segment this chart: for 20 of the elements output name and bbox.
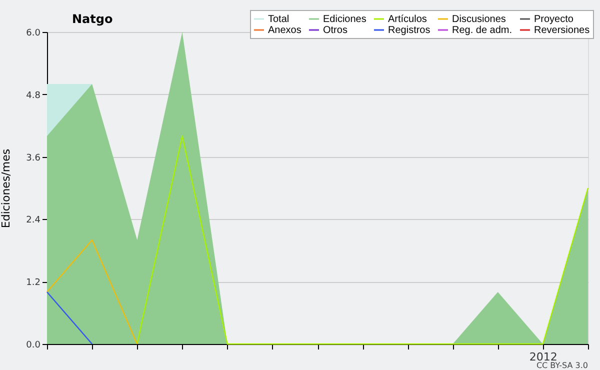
y-tick-label: 1.2 [26, 278, 40, 288]
legend-label: Anexos [268, 25, 302, 36]
y-tick-label: 6.0 [26, 28, 41, 38]
legend-label: Reg. de adm. [452, 25, 512, 36]
chart-title: Natgo [72, 12, 113, 26]
text: CC BY-SA 3.0 [536, 361, 588, 370]
y-tick-label: 3.6 [26, 153, 41, 164]
legend-label: Total [268, 14, 290, 25]
legend-label: Ediciones [323, 14, 366, 25]
legend-label: Registros [388, 25, 430, 36]
y-tick-label: 2.4 [26, 216, 41, 226]
y-tick-label: 0.0 [26, 340, 41, 350]
legend-label: Reversiones [534, 25, 590, 36]
legend-label: Proyecto [534, 14, 574, 25]
y-tick-label: 4.8 [26, 90, 41, 101]
y-axis-title: Ediciones/mes [0, 148, 12, 228]
legend-label: Discusiones [452, 14, 506, 25]
legend-label: Artículos [388, 14, 427, 25]
legend-label: Otros [323, 25, 348, 36]
x-tick-label: 2012 [529, 350, 558, 364]
